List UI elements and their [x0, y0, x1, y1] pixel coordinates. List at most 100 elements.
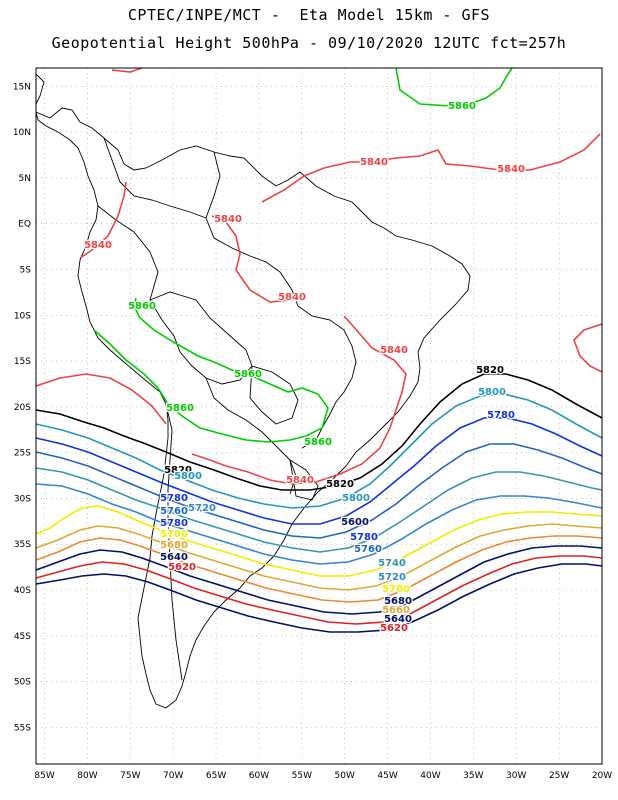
map-frame — [35, 67, 603, 765]
contour-label: 5720 — [188, 503, 216, 514]
lat-tick-label: 20S — [14, 403, 31, 413]
lat-tick-label: 25S — [14, 449, 31, 459]
contour-5680 — [35, 523, 603, 591]
lat-tick-label: 5N — [19, 174, 31, 184]
lat-tick-label: EQ — [18, 220, 31, 230]
coastline-borders — [35, 73, 471, 709]
lat-tick-label: 30S — [14, 494, 31, 504]
lat-tick-label: 5S — [20, 265, 32, 275]
contour-label: 5780 — [160, 518, 188, 529]
contour-5800 — [35, 393, 603, 509]
contour-label: 5760 — [160, 506, 188, 517]
contour-label: 5780 — [487, 410, 515, 421]
contour-label: 5740 — [378, 558, 406, 569]
contour-5840-north — [111, 67, 143, 73]
contour-label: 5660 — [382, 605, 410, 616]
contour-5840-amazon — [211, 215, 307, 303]
lat-tick-label: 15S — [14, 357, 31, 367]
contour-5740 — [35, 467, 603, 553]
contour-5700 — [35, 505, 603, 577]
map-title-line2: Geopotential Height 500hPa - 09/10/2020 … — [51, 34, 567, 52]
contour-label: 5800 — [342, 493, 370, 504]
contour-label: 5840 — [84, 240, 112, 251]
lat-lon-grid — [36, 68, 603, 764]
lat-tick-label: 10N — [13, 128, 31, 138]
contour-5600 — [35, 563, 603, 633]
bolivia-border — [149, 291, 253, 385]
lon-tick-label: 30W — [506, 771, 526, 781]
contour-label: 5840 — [497, 164, 525, 175]
contour-label: 5720 — [378, 572, 406, 583]
lat-tick-label: 40S — [14, 586, 31, 596]
contour-label: 5700 — [160, 529, 188, 540]
contour-5840-west — [79, 181, 127, 259]
contour-label: 5680 — [160, 540, 188, 551]
contour-5840-brazil — [191, 315, 407, 485]
contour-labels: 5860 5840 5840 5840 5840 5860 5840 5840 5860 5860… — [83, 100, 526, 636]
contour-5840-sw — [35, 373, 167, 425]
lat-tick-label: 10S — [14, 311, 31, 321]
axis-ticks: 85W 80W 75W 70W 65W 60W 55W 50W 45W 40W 35W 30W 25W 2… — [13, 82, 612, 781]
contour-label: 5600 — [341, 517, 369, 528]
lat-tick-label: 15N — [13, 82, 31, 92]
lon-tick-label: 35W — [463, 771, 483, 781]
lon-tick-label: 20W — [592, 771, 612, 781]
colombia-border — [103, 137, 207, 219]
chile-border — [165, 403, 183, 681]
paraguay-border — [249, 365, 299, 425]
lat-tick-label: 35S — [14, 540, 31, 550]
contour-label: 5860 — [234, 369, 262, 380]
lon-tick-label: 25W — [549, 771, 569, 781]
lon-tick-label: 75W — [120, 771, 140, 781]
contour-5760 — [35, 443, 603, 539]
lon-tick-label: 70W — [163, 771, 183, 781]
contour-label: 5820 — [164, 465, 192, 476]
contour-label: 5840 — [360, 157, 388, 168]
contour-label: 5860 — [128, 301, 156, 312]
contour-5640 — [35, 545, 603, 615]
contour-label: 5820 — [476, 365, 504, 376]
contour-5860-andes — [93, 297, 329, 443]
contour-label: 5640 — [160, 552, 188, 563]
contour-label: 5680 — [384, 596, 412, 607]
lon-tick-label: 65W — [206, 771, 226, 781]
contour-label: 5620 — [168, 562, 196, 573]
contour-label: 5780 — [160, 493, 188, 504]
contour-5860-north — [395, 67, 513, 107]
lon-tick-label: 55W — [292, 771, 312, 781]
contour-label: 5860 — [448, 101, 476, 112]
lat-tick-label: 50S — [14, 678, 31, 688]
contour-label: 5620 — [380, 623, 408, 634]
contour-label: 5700 — [382, 584, 410, 595]
argentina-border — [205, 377, 297, 495]
contour-5780 — [35, 417, 603, 525]
south-america-coastline — [35, 107, 471, 709]
lon-tick-label: 80W — [77, 771, 97, 781]
lat-tick-label: 55S — [14, 723, 31, 733]
contour-5620 — [35, 555, 603, 625]
lon-tick-label: 50W — [335, 771, 355, 781]
contour-5720 — [35, 483, 603, 565]
contour-label: 5800 — [478, 387, 506, 398]
contour-5840-mid — [261, 133, 601, 203]
contour-label: 5640 — [384, 614, 412, 625]
contour-label: 5820 — [326, 479, 354, 490]
central-america — [35, 73, 45, 105]
contour-5840-east — [573, 323, 603, 373]
contour-label: 5780 — [350, 532, 378, 543]
contour-label: 5840 — [214, 214, 242, 225]
contour-label: 5860 — [166, 403, 194, 414]
contour-label: 5860 — [304, 437, 332, 448]
contour-label: 5840 — [286, 475, 314, 486]
contour-label: 5800 — [174, 471, 202, 482]
lon-tick-label: 45W — [377, 771, 397, 781]
brazil-border — [205, 151, 357, 449]
contour-5820 — [35, 373, 603, 491]
contour-lines — [35, 67, 603, 633]
contour-label: 5760 — [354, 544, 382, 555]
lon-tick-label: 85W — [34, 771, 54, 781]
lon-tick-label: 60W — [249, 771, 269, 781]
peru-border — [97, 205, 159, 301]
contour-label: 5840 — [380, 345, 408, 356]
